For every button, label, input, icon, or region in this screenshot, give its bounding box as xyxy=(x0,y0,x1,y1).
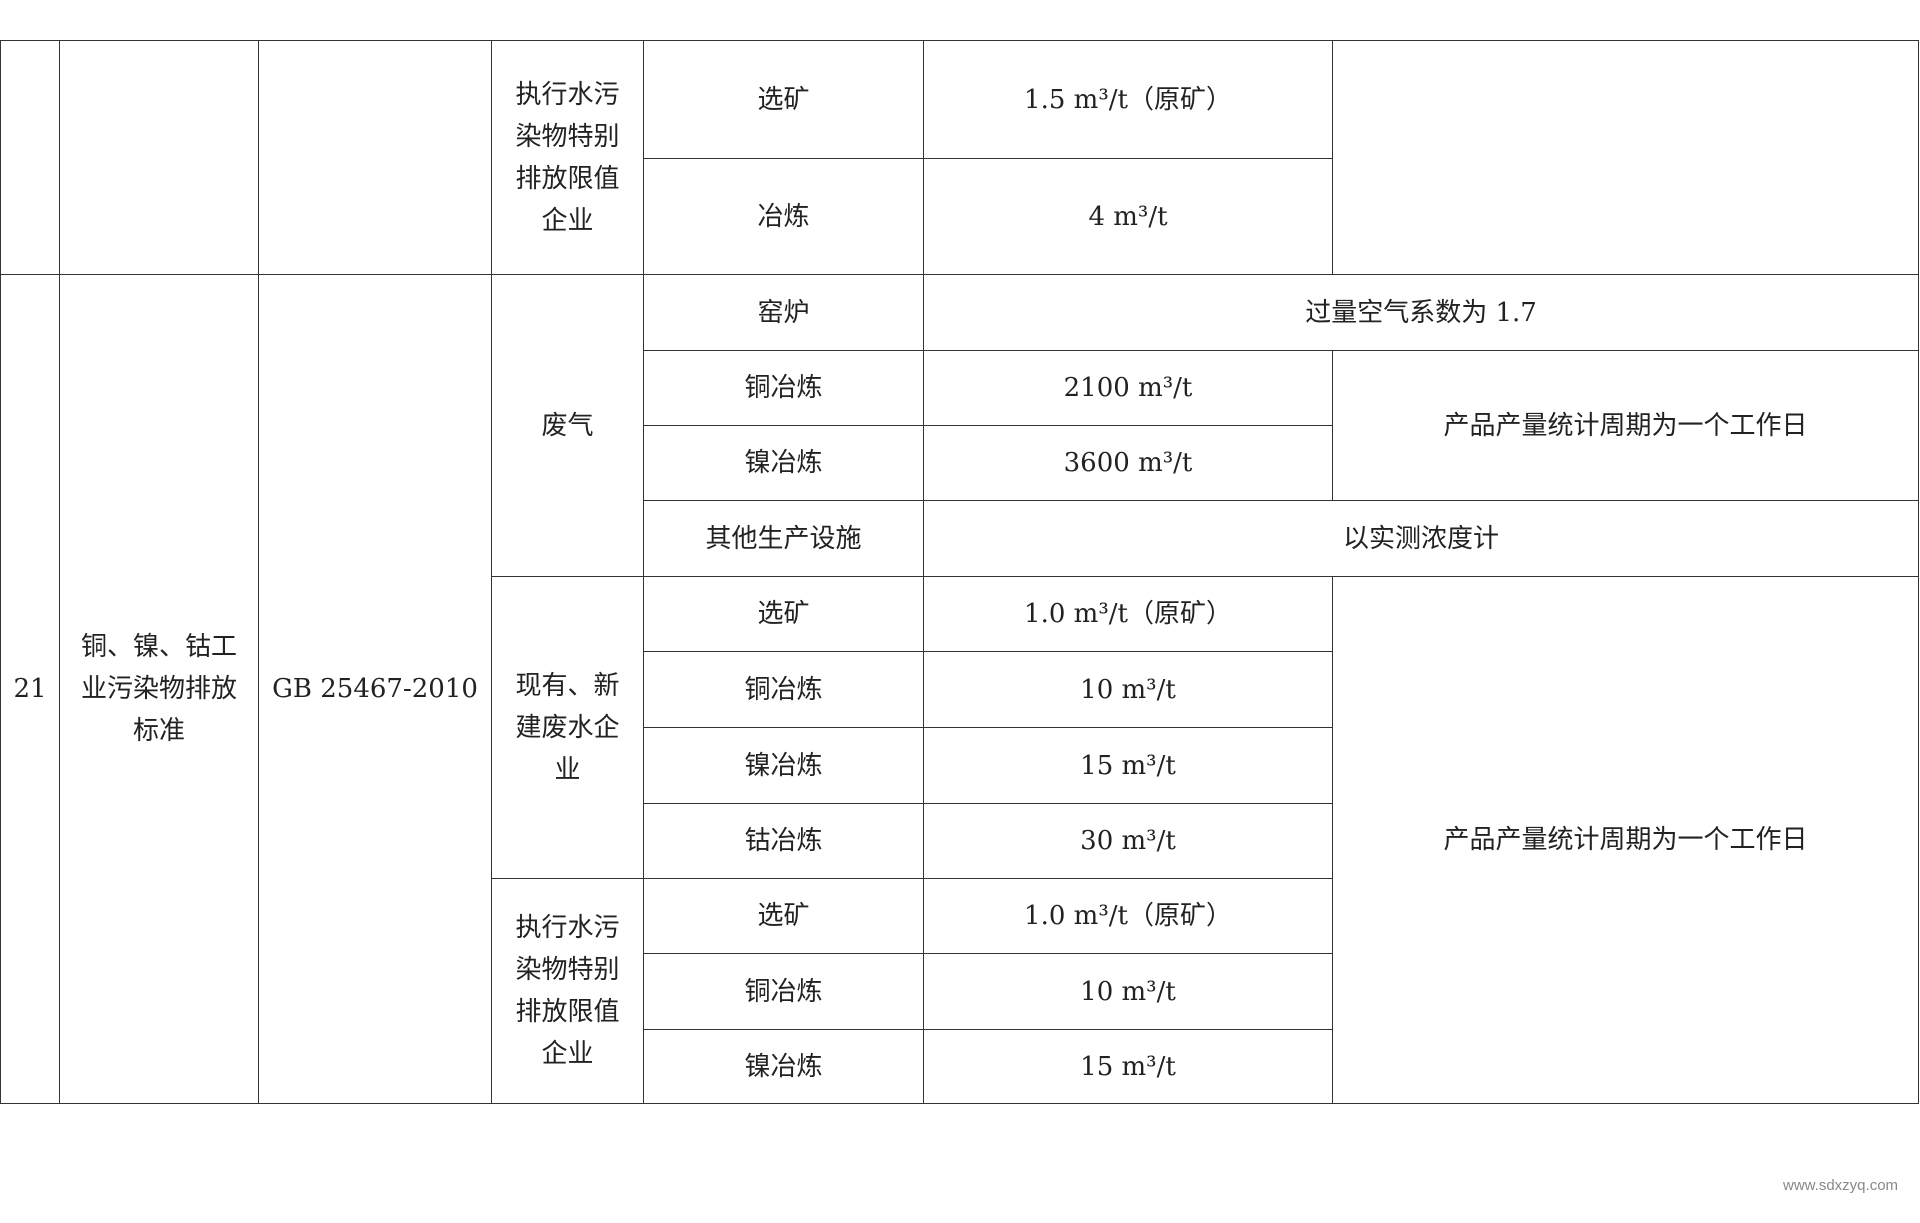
table-row: 执行水污染物特别排放限值企业 选矿 1.0 m³/t（原矿） xyxy=(1,878,1919,1104)
note-cell: 产品产量统计周期为一个工作日 xyxy=(1332,576,1919,1104)
table-row: 镍冶炼 15 m³/t xyxy=(1,1029,1919,1104)
category-cell: 废气 xyxy=(491,274,644,577)
note-cell: 产品产量统计周期为一个工作日 xyxy=(1332,350,1919,501)
value-cell: 1.0 m³/t（原矿） xyxy=(923,576,1333,652)
value-cell: 30 m³/t xyxy=(923,803,1333,879)
table-row: 铜冶炼 10 m³/t xyxy=(1,651,1919,728)
table-row: 冶炼 4 m³/t xyxy=(1,158,1919,275)
table-row: 现有、新建废水企业 选矿 1.0 m³/t（原矿） 产品产量统计周期为一个工作日 xyxy=(1,576,1919,1104)
value-cell: 4 m³/t xyxy=(923,158,1333,275)
category-cell: 执行水污染物特别排放限值企业 xyxy=(491,40,644,275)
process-cell: 选矿 xyxy=(643,40,924,159)
process-cell: 其他生产设施 xyxy=(643,500,924,577)
process-cell: 镍冶炼 xyxy=(643,1029,924,1104)
value-cell: 10 m³/t xyxy=(923,953,1333,1030)
process-cell: 窑炉 xyxy=(643,274,924,351)
standard-name: 铜、镍、钴工业污染物排放标准 xyxy=(59,274,259,1104)
value-cell: 3600 m³/t xyxy=(923,425,1333,501)
process-cell: 铜冶炼 xyxy=(643,953,924,1030)
process-cell: 钴冶炼 xyxy=(643,803,924,879)
value-cell: 1.0 m³/t（原矿） xyxy=(923,878,1333,954)
table-row: 铜冶炼 10 m³/t xyxy=(1,953,1919,1030)
process-cell: 冶炼 xyxy=(643,158,924,275)
value-cell: 以实测浓度计 xyxy=(923,500,1919,577)
process-cell: 铜冶炼 xyxy=(643,651,924,728)
table-row: 执行水污染物特别排放限值企业 选矿 1.5 m³/t（原矿） xyxy=(0,40,1919,275)
table-row: 钴冶炼 30 m³/t xyxy=(1,803,1919,879)
table-row: 其他生产设施 以实测浓度计 xyxy=(1,500,1919,577)
process-cell: 选矿 xyxy=(643,576,924,652)
emission-standards-table: 执行水污染物特别排放限值企业 选矿 1.5 m³/t（原矿） 冶炼 4 m³/t… xyxy=(0,40,1919,1104)
standard-code: GB 25467-2010 xyxy=(258,274,492,1104)
value-cell: 1.5 m³/t（原矿） xyxy=(923,40,1333,159)
value-cell: 15 m³/t xyxy=(923,1029,1333,1104)
value-cell: 2100 m³/t xyxy=(923,350,1333,426)
category-cell: 现有、新建废水企业 xyxy=(491,576,644,879)
category-cell: 执行水污染物特别排放限值企业 xyxy=(491,878,644,1104)
process-cell: 选矿 xyxy=(643,878,924,954)
table-row: 镍冶炼 15 m³/t xyxy=(1,727,1919,804)
watermark: www.sdxzyq.com xyxy=(1783,1177,1899,1194)
value-cell: 过量空气系数为 1.7 xyxy=(923,274,1919,351)
value-cell: 10 m³/t xyxy=(923,651,1333,728)
process-cell: 镍冶炼 xyxy=(643,727,924,804)
process-cell: 铜冶炼 xyxy=(643,350,924,426)
value-cell: 15 m³/t xyxy=(923,727,1333,804)
process-cell: 镍冶炼 xyxy=(643,425,924,501)
row-number: 21 xyxy=(0,274,60,1104)
table-row: 21 铜、镍、钴工业污染物排放标准 GB 25467-2010 废气 窑炉 过量… xyxy=(0,274,1919,1104)
